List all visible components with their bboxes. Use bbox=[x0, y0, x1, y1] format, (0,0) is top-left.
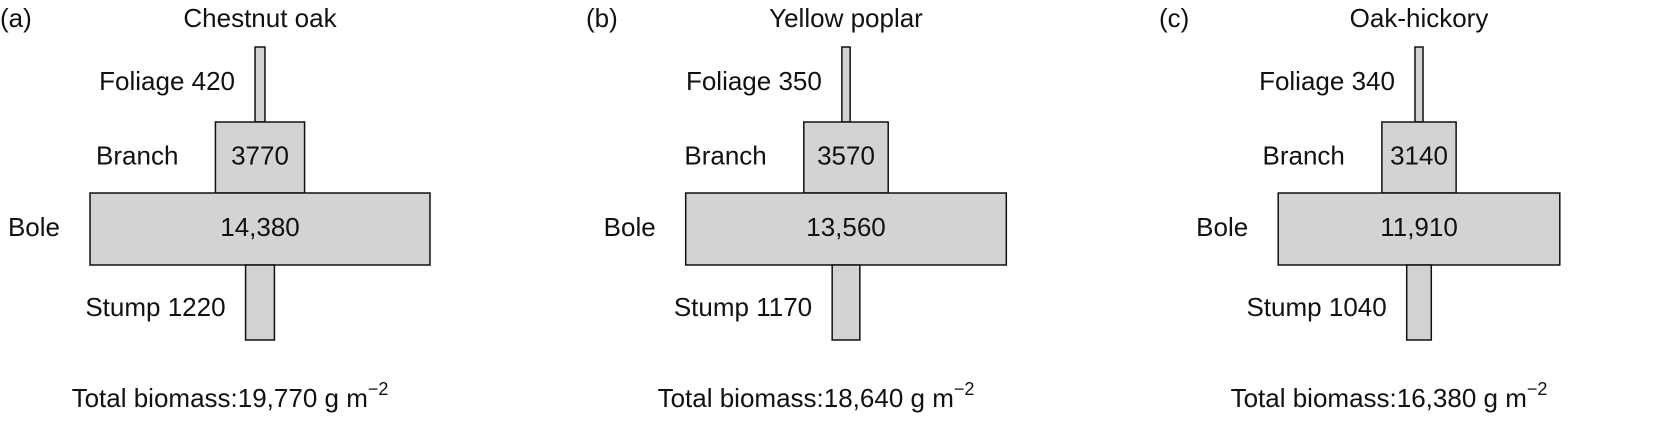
total-value: 18,640 bbox=[824, 383, 904, 413]
foliage-label: Foliage 420 bbox=[99, 66, 235, 96]
stump-value: 1040 bbox=[1329, 292, 1387, 322]
bole-box bbox=[89, 192, 431, 266]
total-exponent: −2 bbox=[954, 379, 975, 399]
stump-label: Stump 1220 bbox=[85, 292, 225, 322]
stump-box bbox=[244, 264, 276, 341]
stump-box bbox=[1405, 264, 1433, 341]
panel-label: (b) bbox=[586, 3, 618, 33]
stump-box bbox=[831, 264, 861, 341]
total-prefix: Total biomass: bbox=[72, 383, 238, 413]
panel-title: Oak-hickory bbox=[1350, 3, 1489, 33]
total-unit: g m bbox=[911, 383, 954, 413]
branch-label: Branch bbox=[684, 140, 766, 170]
stump-value: 1220 bbox=[168, 292, 226, 322]
total-unit: g m bbox=[1484, 383, 1527, 413]
stump-label: Stump 1170 bbox=[674, 292, 812, 322]
bole-value: 11,910 bbox=[1380, 212, 1458, 242]
bole-label: Bole bbox=[8, 212, 60, 242]
foliage-name: Foliage bbox=[99, 66, 184, 96]
bole-value: 13,560 bbox=[806, 212, 886, 242]
bole-value: 14,380 bbox=[220, 212, 300, 242]
total-biomass: Total biomass:16,380 g m−2 bbox=[1231, 379, 1548, 413]
panel-label: (c) bbox=[1159, 3, 1189, 33]
foliage-box bbox=[1414, 46, 1424, 123]
total-biomass: Total biomass:18,640 g m−2 bbox=[658, 379, 975, 413]
foliage-label: Foliage 340 bbox=[1259, 66, 1395, 96]
foliage-value: 340 bbox=[1352, 66, 1395, 96]
stump-label: Stump 1040 bbox=[1246, 292, 1386, 322]
branch-box bbox=[803, 121, 889, 194]
foliage-box bbox=[841, 46, 851, 123]
total-prefix: Total biomass: bbox=[1231, 383, 1397, 413]
foliage-value: 420 bbox=[192, 66, 235, 96]
panel-label: (a) bbox=[0, 3, 32, 33]
panel-title: Chestnut oak bbox=[183, 3, 337, 33]
total-value: 19,770 bbox=[238, 383, 318, 413]
stump-name: Stump bbox=[674, 292, 749, 322]
branch-value: 3570 bbox=[817, 140, 875, 170]
panel-title: Yellow poplar bbox=[769, 3, 923, 33]
foliage-value: 350 bbox=[778, 66, 821, 96]
stump-value: 1170 bbox=[756, 292, 812, 322]
total-exponent: −2 bbox=[1527, 379, 1548, 399]
branch-label: Branch bbox=[1262, 140, 1344, 170]
stump-name: Stump bbox=[85, 292, 160, 322]
foliage-name: Foliage bbox=[1259, 66, 1344, 96]
panel: (b) Yellow poplar Foliage 350 Branch 3570 Bol… bbox=[586, 3, 1008, 413]
bole-box bbox=[1277, 192, 1561, 266]
total-prefix: Total biomass: bbox=[658, 383, 824, 413]
total-exponent: −2 bbox=[368, 379, 389, 399]
panel: (a) Chestnut oak Foliage 420 Branch 3770 Bole… bbox=[0, 3, 431, 413]
branch-value: 3770 bbox=[231, 140, 289, 170]
bole-box bbox=[684, 192, 1008, 266]
branch-box bbox=[214, 121, 306, 194]
foliage-box bbox=[254, 46, 266, 123]
branch-value: 3140 bbox=[1390, 140, 1448, 170]
bole-label: Bole bbox=[604, 212, 656, 242]
panel: (c) Oak-hickory Foliage 340 Branch 3140 Bole 1… bbox=[1159, 3, 1561, 413]
total-biomass: Total biomass:19,770 g m−2 bbox=[72, 379, 389, 413]
foliage-name: Foliage bbox=[686, 66, 771, 96]
total-value: 16,380 bbox=[1397, 383, 1477, 413]
foliage-label: Foliage 350 bbox=[686, 66, 822, 96]
branch-label: Branch bbox=[96, 140, 178, 170]
bole-label: Bole bbox=[1196, 212, 1248, 242]
stump-name: Stump bbox=[1246, 292, 1321, 322]
total-unit: g m bbox=[325, 383, 368, 413]
